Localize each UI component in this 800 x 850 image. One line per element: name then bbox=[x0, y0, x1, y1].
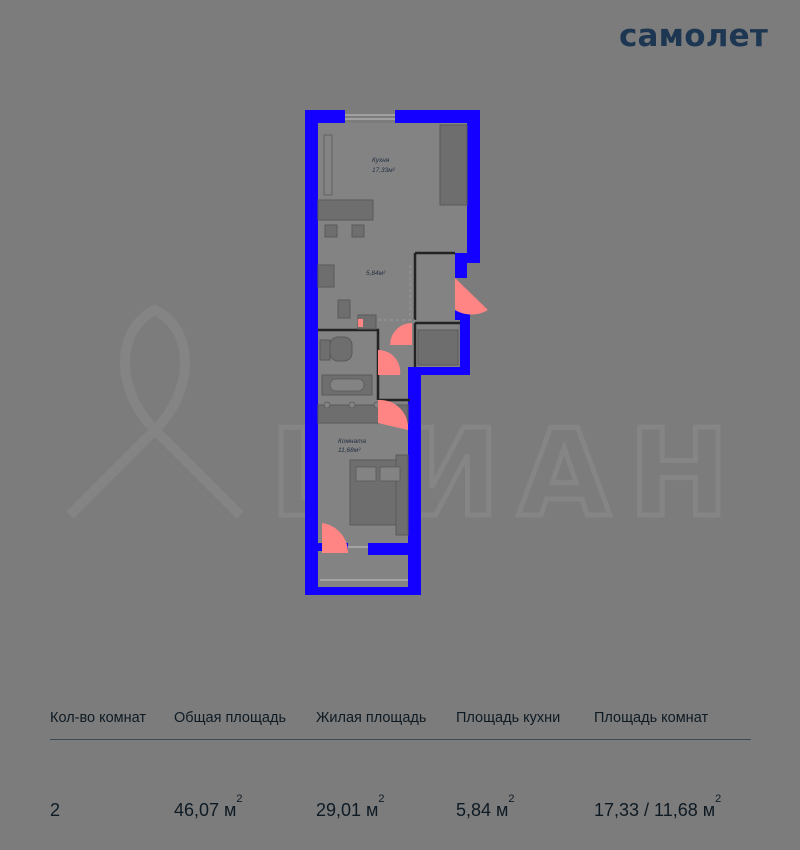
door-icon bbox=[378, 349, 401, 375]
value-rooms: 2 bbox=[50, 800, 61, 820]
room-label-kitchen-name: Кухня bbox=[372, 157, 390, 164]
label-kitchen-area: Площадь кухни bbox=[456, 710, 561, 726]
floorplan: Кухня 17,33м² 5,84м² Комната 11,68м² bbox=[305, 110, 488, 595]
balcony-door-icon bbox=[322, 523, 349, 553]
value-living-area: 29,01 м2 bbox=[316, 793, 385, 820]
specs-values: 2 46,07 м2 29,01 м2 5,84 м2 17,33 / 11,68 м2 bbox=[50, 766, 750, 820]
door-icon bbox=[390, 323, 412, 345]
specs-table: Кол-во комнат Общая площадь Жилая площад… bbox=[50, 700, 751, 820]
label-living-area: Жилая площадь bbox=[316, 710, 427, 726]
watermark-pin-icon bbox=[66, 304, 244, 519]
room-label-bedroom-area: 11,68м² bbox=[338, 447, 361, 454]
floorplan-doors bbox=[322, 278, 488, 553]
value-total-area: 46,07 м2 bbox=[174, 793, 243, 820]
room-label-bedroom-name: Комната bbox=[338, 438, 366, 445]
specs-divider bbox=[50, 739, 751, 740]
specs-labels: Кол-во комнат Общая площадь Жилая площад… bbox=[50, 700, 750, 730]
label-rooms: Кол-во комнат bbox=[50, 710, 147, 726]
room-label-kitchen-area: 17,33м² bbox=[372, 167, 396, 174]
entrance-door-icon bbox=[455, 278, 488, 315]
label-total-area: Общая площадь bbox=[174, 710, 287, 726]
door-icon bbox=[378, 399, 409, 430]
floorplan-walls bbox=[305, 110, 480, 595]
value-room-area: 17,33 / 11,68 м2 bbox=[594, 793, 722, 820]
brand-logo: самолет bbox=[618, 18, 768, 54]
value-kitchen-area: 5,84 м2 bbox=[456, 793, 515, 820]
room-label-hall-area: 5,84м² bbox=[366, 270, 386, 277]
label-room-area: Площадь комнат bbox=[594, 710, 709, 726]
